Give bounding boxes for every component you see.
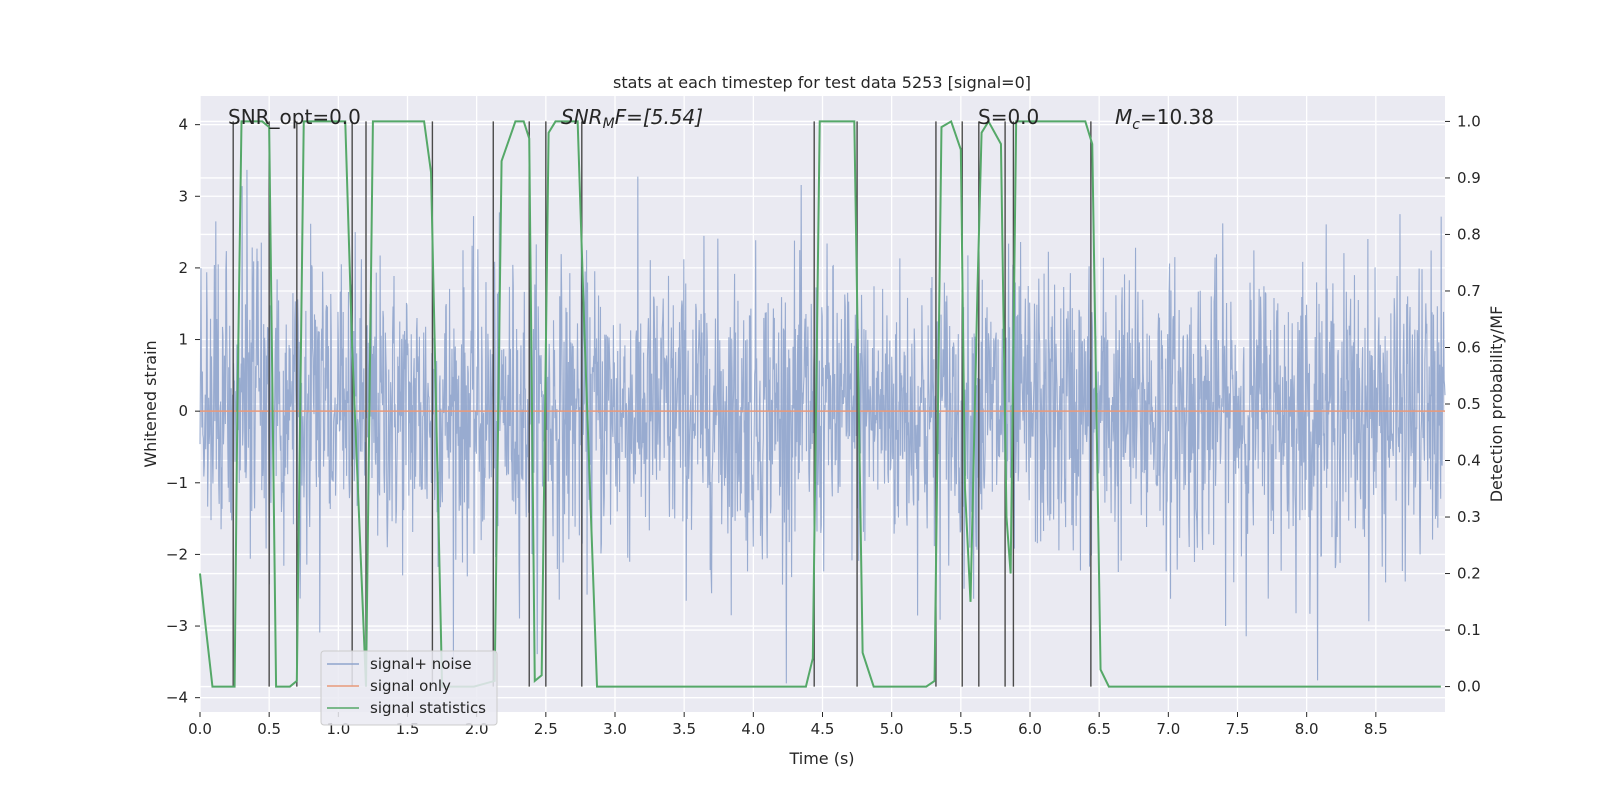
x-tick-label-12: 6.0 <box>1018 720 1042 738</box>
legend-label-signal-statistics: signal statistics <box>370 699 486 717</box>
y-tick-label-4: 0 <box>178 402 188 420</box>
signal-noise-path <box>199 169 1446 684</box>
x-tick-label-13: 6.5 <box>1087 720 1111 738</box>
x-tick-label-1: 0.5 <box>257 720 281 738</box>
y-axis-left: −4 −3 −2 −1 0 1 2 3 4 <box>166 116 200 707</box>
y-axis-title: Whitened strain <box>141 340 160 467</box>
y-tick-label-1: −3 <box>166 617 188 635</box>
y2-tick-label-1: 0.1 <box>1457 621 1481 639</box>
y2-axis-title: Detection probability/MF <box>1487 306 1506 503</box>
legend-label-signal-only: signal only <box>370 677 451 695</box>
x-tick-label-8: 4.0 <box>741 720 765 738</box>
chart-title: stats at each timestep for test data 525… <box>613 73 1031 92</box>
snr-mf-rest-italic: F=[5.54] <box>615 105 703 129</box>
x-tick-label-5: 2.5 <box>534 720 558 738</box>
y-tick-label-2: −2 <box>166 545 188 563</box>
y2-tick-label-10: 1.0 <box>1457 112 1481 130</box>
x-tick-label-15: 7.5 <box>1226 720 1250 738</box>
y2-tick-label-2: 0.2 <box>1457 565 1481 583</box>
y2-tick-label-6: 0.6 <box>1457 338 1481 356</box>
y2-tick-label-5: 0.5 <box>1457 395 1481 413</box>
snr-mf-sub: M <box>603 116 615 132</box>
legend-label-signal-noise: signal+ noise <box>370 655 472 673</box>
y-tick-label-3: −1 <box>166 474 188 492</box>
y-tick-label-0: −4 <box>166 689 188 707</box>
y2-tick-label-0: 0.0 <box>1457 678 1481 696</box>
mc-rest: =10.38 <box>1140 105 1214 129</box>
x-tick-label-14: 7.0 <box>1156 720 1180 738</box>
y-tick-label-6: 2 <box>178 259 188 277</box>
grid <box>199 96 1445 712</box>
y-tick-label-5: 1 <box>178 331 188 349</box>
legend-box <box>320 650 498 726</box>
x-tick-label-10: 5.0 <box>880 720 904 738</box>
x-tick-label-16: 8.0 <box>1295 720 1319 738</box>
x-tick-label-9: 4.5 <box>811 720 835 738</box>
y2-tick-label-7: 0.7 <box>1457 282 1481 300</box>
mc-annotation: Mc=10.38 <box>1115 105 1214 133</box>
legend: signal+ noise signal only signal statist… <box>320 650 498 726</box>
x-axis-title: Time (s) <box>788 749 854 768</box>
s-value-annotation: S=0.0 <box>978 105 1039 129</box>
y2-tick-label-8: 0.8 <box>1457 225 1481 243</box>
snr-mf-annotation: SNRMF=[5.54] <box>561 105 703 132</box>
x-tick-label-7: 3.5 <box>672 720 696 738</box>
y-tick-label-7: 3 <box>178 187 188 205</box>
x-tick-label-11: 5.5 <box>949 720 973 738</box>
x-tick-label-0: 0.0 <box>188 720 212 738</box>
y-axis-right: 0.0 0.1 0.2 0.3 0.4 0.5 0.6 0.7 0.8 0.9 1.0 <box>1445 112 1481 696</box>
x-tick-label-17: 8.5 <box>1364 720 1388 738</box>
signal-noise-series <box>199 169 1446 684</box>
y-tick-label-8: 4 <box>178 116 188 134</box>
y2-tick-label-9: 0.9 <box>1457 169 1481 187</box>
mc-sub: c <box>1132 117 1140 133</box>
mc-base: M <box>1115 105 1132 129</box>
y2-tick-label-4: 0.4 <box>1457 452 1481 470</box>
signal-statistics-series <box>199 119 1441 688</box>
snr-mf-base: SNR <box>561 105 603 129</box>
snr-opt-annotation: SNR_opt=0.0 <box>228 105 361 129</box>
y2-tick-label-3: 0.3 <box>1457 508 1481 526</box>
x-tick-label-6: 3.0 <box>603 720 627 738</box>
